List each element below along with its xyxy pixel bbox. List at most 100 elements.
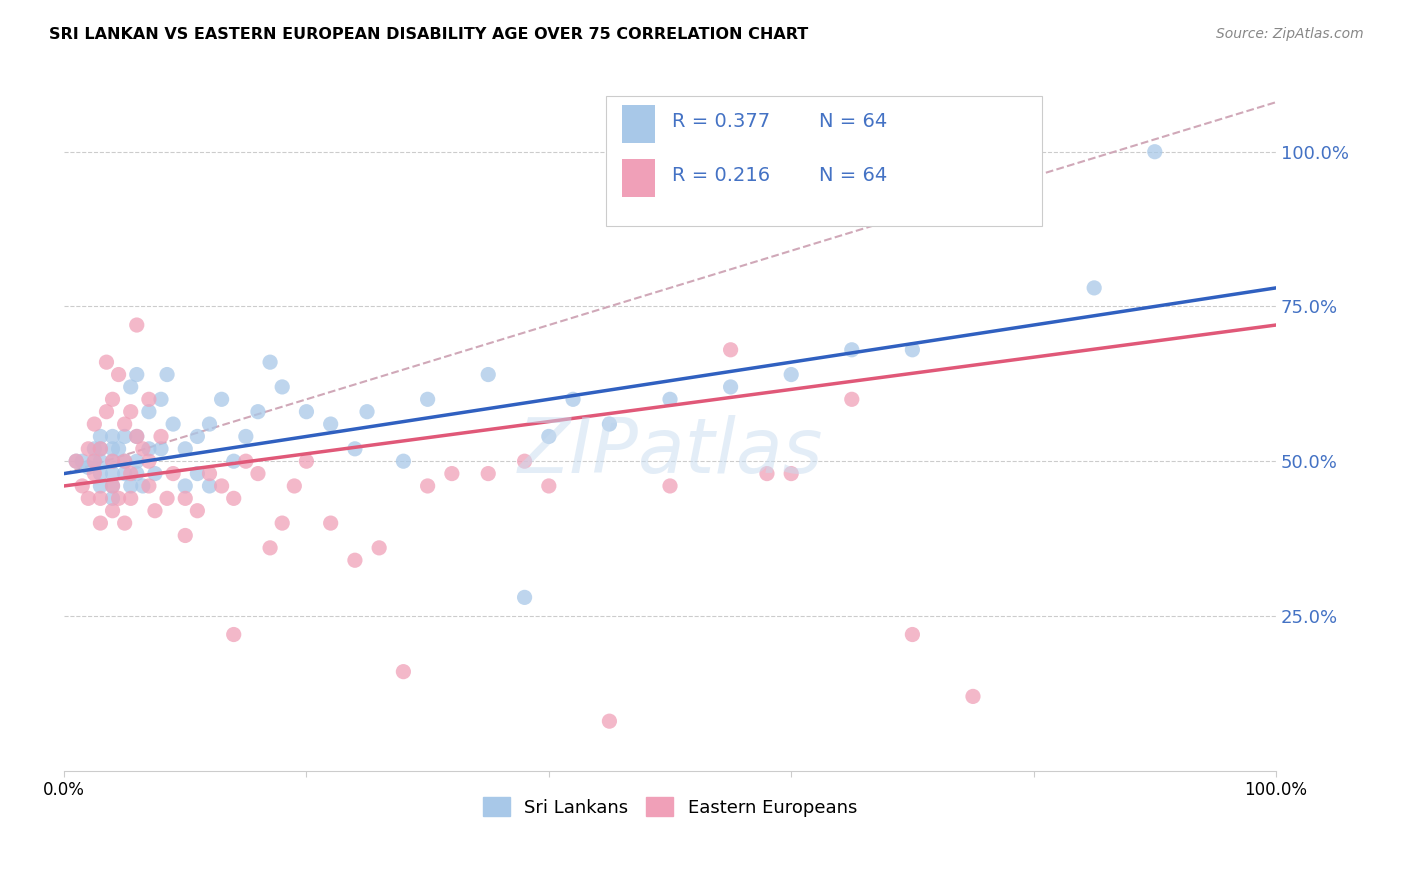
Text: R = 0.216: R = 0.216 xyxy=(672,166,770,186)
Point xyxy=(89,467,111,481)
Point xyxy=(96,355,118,369)
Point xyxy=(107,442,129,456)
FancyBboxPatch shape xyxy=(621,105,655,144)
Text: N = 64: N = 64 xyxy=(820,112,887,131)
Point xyxy=(222,454,245,468)
Text: R = 0.377: R = 0.377 xyxy=(672,112,770,131)
Point xyxy=(101,491,124,506)
Point xyxy=(101,392,124,407)
Point xyxy=(186,504,208,518)
Point xyxy=(89,429,111,443)
Point xyxy=(198,479,221,493)
Point xyxy=(83,454,105,468)
Point xyxy=(1143,145,1166,159)
Point xyxy=(101,442,124,456)
Point xyxy=(132,479,155,493)
Point xyxy=(120,405,142,419)
Point xyxy=(295,405,318,419)
Point xyxy=(89,516,111,530)
Point xyxy=(96,405,118,419)
Point xyxy=(101,479,124,493)
Point xyxy=(114,516,136,530)
Point xyxy=(841,392,863,407)
Point xyxy=(537,429,560,443)
Point xyxy=(143,504,166,518)
Point xyxy=(83,467,105,481)
Point xyxy=(101,454,124,468)
Point xyxy=(211,392,233,407)
Point xyxy=(271,380,294,394)
Point xyxy=(156,491,179,506)
Point xyxy=(89,479,111,493)
Point xyxy=(246,405,269,419)
Point xyxy=(235,454,257,468)
Point xyxy=(83,454,105,468)
Point xyxy=(125,454,148,468)
Point xyxy=(83,442,105,456)
Point xyxy=(416,479,439,493)
Point xyxy=(259,541,281,555)
Point xyxy=(368,541,391,555)
Point xyxy=(89,491,111,506)
Point xyxy=(440,467,463,481)
Point xyxy=(211,479,233,493)
Point xyxy=(235,429,257,443)
Point xyxy=(138,405,160,419)
Point xyxy=(150,442,173,456)
Point xyxy=(198,417,221,431)
Point xyxy=(89,442,111,456)
Point xyxy=(901,343,924,357)
Point xyxy=(138,479,160,493)
Point xyxy=(132,442,155,456)
Point xyxy=(222,627,245,641)
Point xyxy=(720,380,742,394)
Point xyxy=(125,368,148,382)
Point xyxy=(120,380,142,394)
Point xyxy=(120,491,142,506)
Point xyxy=(138,392,160,407)
Point xyxy=(295,454,318,468)
Point xyxy=(841,343,863,357)
Point xyxy=(780,368,803,382)
Point xyxy=(356,405,378,419)
Point xyxy=(416,392,439,407)
Point xyxy=(77,460,100,475)
Point xyxy=(162,417,184,431)
Point xyxy=(125,429,148,443)
Point xyxy=(125,318,148,332)
Point xyxy=(65,454,87,468)
Point xyxy=(101,467,124,481)
Point xyxy=(101,504,124,518)
Point xyxy=(343,553,366,567)
Point xyxy=(174,442,197,456)
Point xyxy=(70,479,93,493)
Point xyxy=(114,454,136,468)
Point xyxy=(392,665,415,679)
Point xyxy=(162,467,184,481)
Point xyxy=(755,467,778,481)
Point xyxy=(186,467,208,481)
Point xyxy=(107,491,129,506)
Point xyxy=(319,417,342,431)
Point xyxy=(283,479,305,493)
FancyBboxPatch shape xyxy=(606,96,1042,227)
Point xyxy=(720,343,742,357)
Point xyxy=(174,479,197,493)
Point xyxy=(174,491,197,506)
Text: SRI LANKAN VS EASTERN EUROPEAN DISABILITY AGE OVER 75 CORRELATION CHART: SRI LANKAN VS EASTERN EUROPEAN DISABILIT… xyxy=(49,27,808,42)
Point xyxy=(114,417,136,431)
Point xyxy=(598,714,620,728)
Point xyxy=(513,591,536,605)
Point xyxy=(143,467,166,481)
Point xyxy=(477,467,499,481)
Point xyxy=(114,429,136,443)
Point xyxy=(125,467,148,481)
Point xyxy=(537,479,560,493)
Point xyxy=(114,467,136,481)
Point xyxy=(150,392,173,407)
Point xyxy=(659,392,682,407)
Point xyxy=(114,454,136,468)
Point xyxy=(107,368,129,382)
Point xyxy=(513,454,536,468)
Text: Source: ZipAtlas.com: Source: ZipAtlas.com xyxy=(1216,27,1364,41)
